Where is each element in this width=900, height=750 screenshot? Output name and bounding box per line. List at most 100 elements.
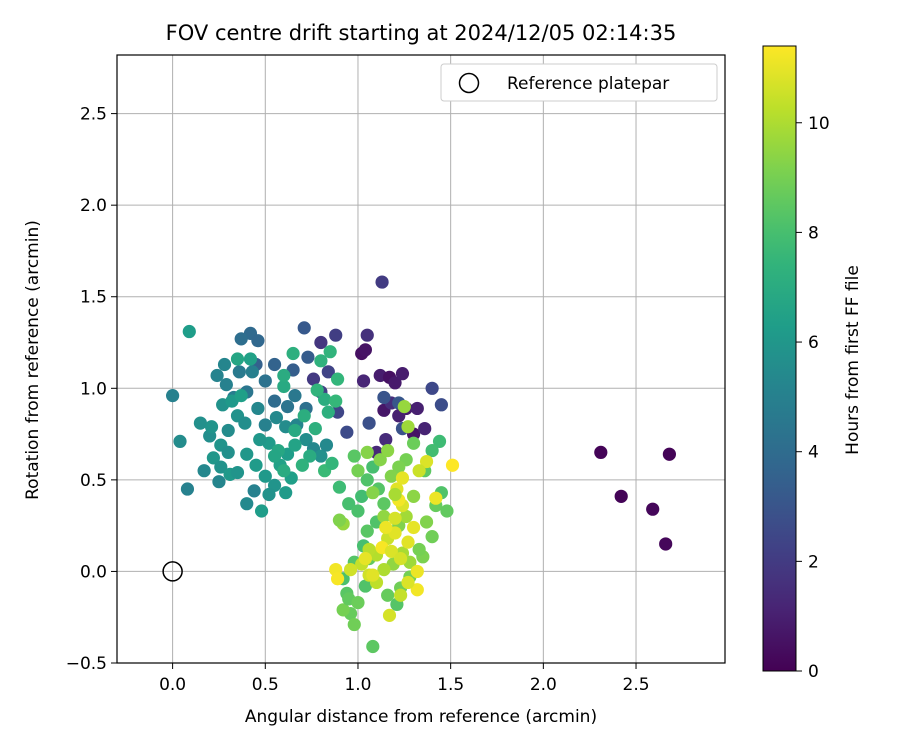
- data-point: [406, 489, 421, 503]
- data-point: [379, 520, 393, 535]
- colorbar-tick-label: 6: [808, 333, 819, 353]
- data-point: [212, 475, 226, 489]
- data-point: [303, 449, 317, 463]
- x-tick-label: 1.0: [344, 675, 371, 695]
- data-point: [397, 400, 411, 414]
- data-point: [279, 486, 293, 500]
- reference-marker-group: [162, 561, 183, 582]
- data-point: [412, 542, 426, 557]
- data-point: [277, 368, 291, 383]
- data-point: [214, 460, 228, 474]
- data-point: [646, 502, 660, 516]
- data-point: [217, 357, 232, 372]
- data-point: [206, 451, 220, 465]
- x-tick-label: 0.5: [252, 675, 279, 695]
- data-point: [375, 275, 389, 289]
- data-point: [377, 563, 391, 577]
- data-point: [360, 524, 374, 538]
- data-point: [240, 447, 254, 461]
- data-point: [419, 454, 434, 469]
- y-tick-label: 2.5: [80, 105, 107, 125]
- data-point: [332, 513, 347, 527]
- data-point: [358, 579, 372, 593]
- data-points: [166, 275, 676, 654]
- data-point: [173, 434, 187, 449]
- data-point: [347, 617, 361, 632]
- x-tick-label: 2.5: [623, 675, 650, 695]
- data-point: [418, 421, 432, 436]
- chart-title: FOV centre drift starting at 2024/12/05 …: [166, 21, 677, 45]
- data-point: [358, 552, 372, 566]
- data-point: [238, 416, 252, 430]
- data-point: [321, 405, 335, 419]
- data-point: [377, 509, 391, 524]
- data-point: [219, 378, 233, 392]
- data-point: [360, 328, 374, 342]
- data-point: [406, 436, 421, 450]
- data-point: [318, 392, 332, 406]
- data-point: [434, 398, 448, 412]
- data-point: [381, 443, 395, 458]
- data-point: [288, 389, 302, 403]
- x-axis-label: Angular distance from reference (arcmin): [245, 707, 597, 727]
- data-point: [325, 456, 339, 470]
- data-point: [254, 504, 269, 518]
- colorbar-ticks: 0 2 4 6 8 10: [796, 114, 830, 682]
- data-point: [351, 595, 365, 610]
- data-point: [221, 423, 235, 438]
- data-point: [394, 588, 408, 602]
- legend-box: [440, 63, 718, 102]
- data-point: [366, 486, 380, 500]
- x-tick-label: 1.5: [437, 675, 464, 695]
- data-point: [384, 544, 398, 558]
- colorbar-tick-label: 0: [808, 662, 819, 682]
- data-point: [394, 552, 408, 566]
- data-point: [425, 443, 439, 458]
- data-point: [360, 445, 374, 459]
- data-point: [336, 603, 350, 617]
- data-point: [659, 537, 673, 551]
- data-point: [329, 328, 343, 342]
- data-point: [306, 372, 321, 386]
- data-point: [240, 497, 254, 511]
- data-point: [277, 379, 291, 394]
- data-point: [249, 458, 263, 472]
- y-tick-label: 1.0: [80, 379, 107, 399]
- data-point: [301, 350, 315, 364]
- data-point: [243, 352, 258, 366]
- x-tick-label: 0.0: [159, 675, 186, 695]
- data-point: [230, 465, 245, 480]
- data-point: [267, 394, 282, 408]
- x-axis-ticks: 0.0 0.5 1.0 1.5 2.0 2.5: [159, 663, 650, 695]
- data-point: [395, 367, 410, 381]
- data-point: [258, 418, 272, 432]
- data-point: [388, 376, 402, 390]
- x-tick-label: 2.0: [530, 675, 557, 695]
- data-point: [329, 394, 343, 408]
- data-point: [308, 421, 322, 436]
- data-point: [288, 423, 302, 438]
- data-point: [377, 497, 391, 511]
- data-point: [614, 489, 628, 503]
- data-point: [662, 447, 676, 461]
- data-point: [251, 401, 265, 416]
- data-point: [382, 608, 397, 622]
- data-point: [401, 420, 415, 434]
- data-point: [297, 409, 311, 423]
- y-tick-label: 0.0: [80, 562, 107, 582]
- data-point: [384, 469, 398, 483]
- data-point: [253, 432, 267, 447]
- data-point: [379, 432, 393, 447]
- data-point: [362, 416, 376, 430]
- colorbar-tick-label: 10: [808, 114, 830, 134]
- data-point: [230, 352, 245, 366]
- data-point: [432, 434, 447, 449]
- data-point: [234, 389, 248, 403]
- data-point: [286, 346, 300, 361]
- data-point: [319, 438, 334, 452]
- data-point: [381, 588, 395, 602]
- data-point: [406, 520, 421, 535]
- data-point: [210, 368, 224, 383]
- data-point: [299, 432, 313, 447]
